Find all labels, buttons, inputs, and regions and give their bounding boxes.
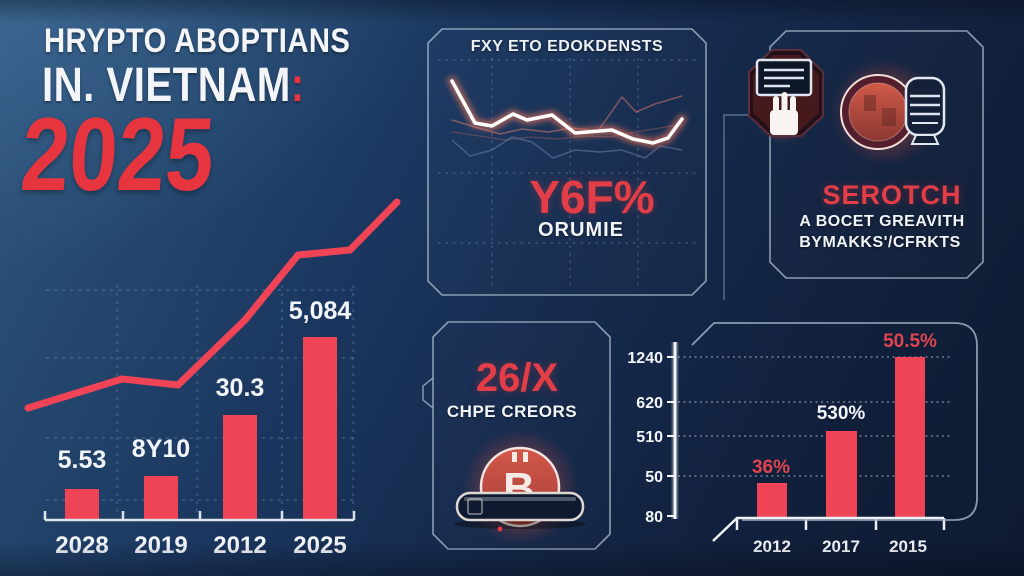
middle-line-chart <box>438 58 696 286</box>
bar <box>144 476 178 519</box>
top-middle-panel-border <box>427 28 707 296</box>
y-axis-label: 620 <box>636 395 663 412</box>
bar-value-label: 8Y10 <box>132 435 190 463</box>
bar <box>303 337 337 519</box>
y-axis-label: 1240 <box>627 350 663 367</box>
title-colon: : <box>290 59 305 112</box>
y-axis-label: 80 <box>645 509 663 526</box>
x-axis-label: 2012 <box>213 532 266 559</box>
title-line2-text: IN. VIETNAM <box>42 59 291 112</box>
x-axis-label: 2025 <box>293 532 346 559</box>
y-axis-label: 510 <box>636 429 663 446</box>
top-right-connector-line <box>723 114 770 300</box>
x-axis-label: 2028 <box>55 532 108 559</box>
bar-value-label: 5,084 <box>289 297 352 325</box>
coin-icon <box>831 58 946 166</box>
title-year: 2025 <box>17 97 218 213</box>
mid-panel-stat-label: ORUMIE <box>538 219 624 241</box>
bar-value-label: 5.53 <box>58 446 107 474</box>
bar <box>223 415 257 519</box>
bottom-middle-label: CHPE CREORS <box>446 402 578 421</box>
top-right-caption-line2: BYMAKKS'/CFRKTS <box>799 234 961 251</box>
capsule-icon <box>454 491 586 532</box>
bar <box>65 489 99 519</box>
bar-value-label: 36% <box>752 457 790 478</box>
x-axis-label: 2015 <box>889 537 927 556</box>
device-icon <box>748 49 824 143</box>
title-line2: IN. VIETNAM: <box>42 58 305 113</box>
bar <box>895 357 925 518</box>
bar-value-label: 530% <box>817 403 866 424</box>
bar-value-label: 50.5% <box>883 331 937 352</box>
top-right-stat: SEROTCH <box>822 180 962 210</box>
canister-icon <box>904 76 946 145</box>
bottom-middle-panel-notch <box>422 377 434 409</box>
mid-panel-header: FXY ETO EDOKDENSTS <box>470 38 664 55</box>
bottom-middle-panel-border <box>432 321 611 550</box>
secondary-line <box>451 123 683 141</box>
bar <box>757 483 787 518</box>
bottom-middle-stat: 26/X <box>475 356 559 400</box>
right-bar-chart: 1240 620 510 50 80 36% 2012 530% 2017 50.5% 2015 <box>627 331 950 556</box>
left-bar-chart: 5.53 2028 8Y10 2019 30.3 2012 5,084 2025 <box>24 198 401 559</box>
y-axis-label: 50 <box>645 469 663 486</box>
bar-value-label: 30.3 <box>216 374 265 402</box>
hand-icon <box>770 92 798 135</box>
secondary-line <box>451 136 683 159</box>
mid-panel-stat: Y6F% <box>529 171 655 223</box>
trend-line <box>24 198 401 412</box>
bottom-right-panel-border <box>691 322 978 521</box>
top-right-caption-line1: A BOCET GREAVITH <box>799 213 965 230</box>
bar <box>826 431 857 518</box>
main-line <box>450 79 684 145</box>
x-axis-label: 2019 <box>134 532 187 559</box>
x-axis-label: 2017 <box>822 537 860 556</box>
x-axis-label: 2012 <box>753 537 791 556</box>
title-line1: HRYPTO ABOPTIANS <box>44 22 351 60</box>
